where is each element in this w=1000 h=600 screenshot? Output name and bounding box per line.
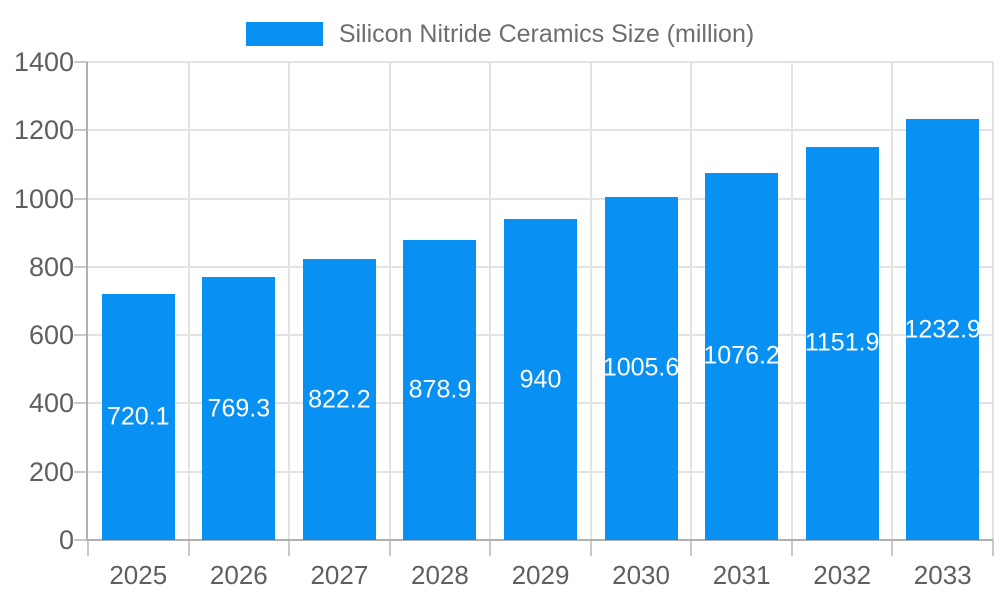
y-axis-label: 1200 — [13, 115, 74, 146]
y-axis-line — [86, 62, 88, 540]
x-axis-label: 2025 — [109, 560, 168, 590]
bar-value-label: 1005.6 — [602, 353, 680, 382]
x-tick — [790, 540, 793, 556]
bar-2027[interactable] — [302, 259, 376, 540]
x-tick — [992, 540, 994, 556]
x-gridline — [891, 62, 894, 540]
x-gridline — [388, 62, 391, 540]
bar-2033[interactable] — [906, 119, 980, 540]
x-gridline — [992, 62, 994, 540]
bar-value-label: 822.2 — [308, 385, 371, 414]
y-tick — [74, 197, 88, 200]
y-gridline — [88, 61, 993, 63]
bar-2030[interactable] — [604, 196, 678, 540]
y-axis-label: 600 — [28, 320, 74, 351]
bar-2031[interactable] — [705, 172, 779, 540]
x-axis-label: 2029 — [511, 560, 570, 590]
x-axis-label: 2033 — [913, 560, 972, 590]
x-tick — [891, 540, 894, 556]
x-axis-label: 2031 — [712, 560, 771, 590]
x-tick — [288, 540, 291, 556]
x-gridline — [690, 62, 693, 540]
bar-2032[interactable] — [805, 146, 879, 540]
x-tick — [388, 540, 391, 556]
x-tick — [589, 540, 592, 556]
y-axis-label: 800 — [28, 251, 74, 282]
y-tick — [74, 265, 88, 268]
bar-value-label: 878.9 — [408, 375, 472, 404]
x-tick — [87, 540, 89, 556]
legend-label: Silicon Nitride Ceramics Size (million) — [338, 19, 755, 48]
y-tick — [74, 129, 88, 132]
y-axis-label: 1400 — [13, 47, 74, 77]
x-gridline — [288, 62, 291, 540]
x-axis-label: 2028 — [411, 560, 469, 590]
y-gridline — [88, 197, 993, 200]
x-gridline — [589, 62, 592, 540]
bar-value-label: 1076.2 — [703, 341, 780, 370]
y-axis-label: 200 — [28, 456, 74, 487]
bar-value-label: 769.3 — [207, 394, 271, 423]
bar-2028[interactable] — [403, 239, 477, 540]
x-gridline — [187, 62, 190, 540]
bar-value-label: 1151.9 — [804, 328, 880, 357]
y-tick — [74, 470, 88, 473]
x-gridline — [489, 62, 492, 540]
x-axis-label: 2032 — [813, 560, 872, 590]
x-axis-label: 2026 — [209, 560, 268, 590]
x-tick — [187, 540, 190, 556]
bar-2026[interactable] — [202, 277, 276, 540]
bar-value-label: 720.1 — [106, 402, 170, 431]
x-gridline — [790, 62, 793, 540]
x-tick — [690, 540, 693, 556]
y-tick — [74, 539, 88, 541]
y-tick — [74, 61, 88, 63]
y-axis-label: 400 — [28, 388, 74, 419]
y-axis-label: 1000 — [13, 183, 74, 214]
x-axis-line — [86, 539, 993, 541]
bar-2025[interactable] — [101, 294, 175, 540]
chart-legend: Silicon Nitride Ceramics Size (million) — [0, 16, 1000, 52]
y-gridline — [88, 129, 993, 132]
y-tick — [74, 402, 88, 405]
y-tick — [74, 334, 88, 337]
x-tick — [489, 540, 492, 556]
bar-2029[interactable] — [504, 219, 577, 540]
legend-swatch — [245, 22, 323, 46]
x-axis-label: 2027 — [310, 560, 369, 590]
bar-value-label: 940 — [519, 365, 562, 394]
x-axis-label: 2030 — [612, 560, 670, 590]
bar-value-label: 1232.9 — [904, 315, 981, 344]
y-axis-label: 0 — [58, 525, 74, 555]
